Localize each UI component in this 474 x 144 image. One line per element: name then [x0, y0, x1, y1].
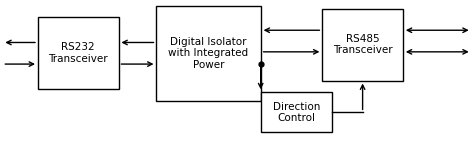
Text: RS232
Transceiver: RS232 Transceiver [48, 42, 108, 64]
Text: Digital Isolator
with Integrated
Power: Digital Isolator with Integrated Power [168, 37, 249, 70]
Text: RS485
Transceiver: RS485 Transceiver [333, 34, 392, 55]
FancyBboxPatch shape [322, 9, 403, 81]
FancyBboxPatch shape [156, 6, 261, 101]
FancyBboxPatch shape [261, 92, 332, 132]
Text: Direction
Control: Direction Control [273, 102, 320, 123]
FancyBboxPatch shape [38, 17, 118, 89]
